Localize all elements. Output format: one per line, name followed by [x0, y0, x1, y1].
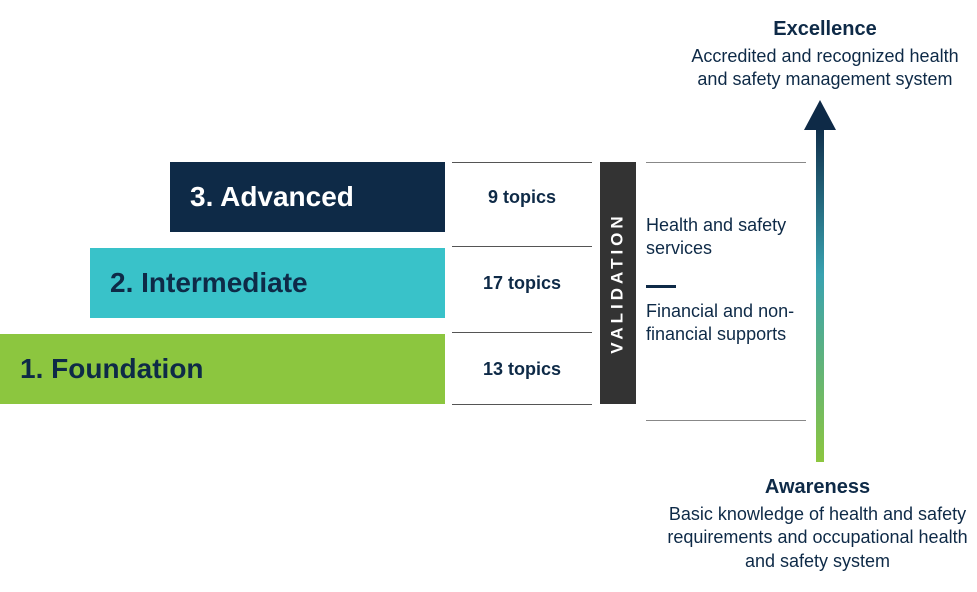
excellence-title: Excellence	[680, 18, 970, 41]
step-label-advanced: 3. Advanced	[170, 181, 354, 213]
topics-intermediate: 17 topics	[452, 248, 592, 318]
row-divider	[452, 404, 592, 405]
side-dash-icon	[646, 285, 676, 288]
step-label-foundation: 1. Foundation	[0, 353, 204, 385]
excellence-label: Excellence Accredited and recognized hea…	[680, 18, 970, 92]
step-bar-advanced: 3. Advanced	[170, 162, 445, 232]
maturity-diagram: 3. Advanced 9 topics 2. Intermediate 17 …	[0, 0, 977, 592]
row-divider	[452, 332, 592, 333]
awareness-label: Awareness Basic knowledge of health and …	[660, 476, 975, 573]
row-divider	[452, 246, 592, 247]
step-bar-foundation: 1. Foundation	[0, 334, 445, 404]
side-text-services: Health and safety services	[646, 214, 796, 261]
topics-foundation: 13 topics	[452, 334, 592, 404]
progress-arrow-icon	[800, 100, 840, 462]
side-divider	[646, 162, 806, 163]
step-bar-intermediate: 2. Intermediate	[90, 248, 445, 318]
side-text-supports: Financial and non-financial supports	[646, 300, 796, 347]
awareness-title: Awareness	[660, 476, 975, 499]
validation-bar: VALIDATION	[600, 162, 636, 404]
awareness-sub: Basic knowledge of health and safety req…	[660, 503, 975, 573]
validation-label: VALIDATION	[608, 212, 628, 353]
row-divider	[452, 162, 592, 163]
excellence-sub: Accredited and recognized health and saf…	[680, 45, 970, 92]
side-divider	[646, 420, 806, 421]
step-label-intermediate: 2. Intermediate	[90, 267, 308, 299]
topics-advanced: 9 topics	[452, 162, 592, 232]
